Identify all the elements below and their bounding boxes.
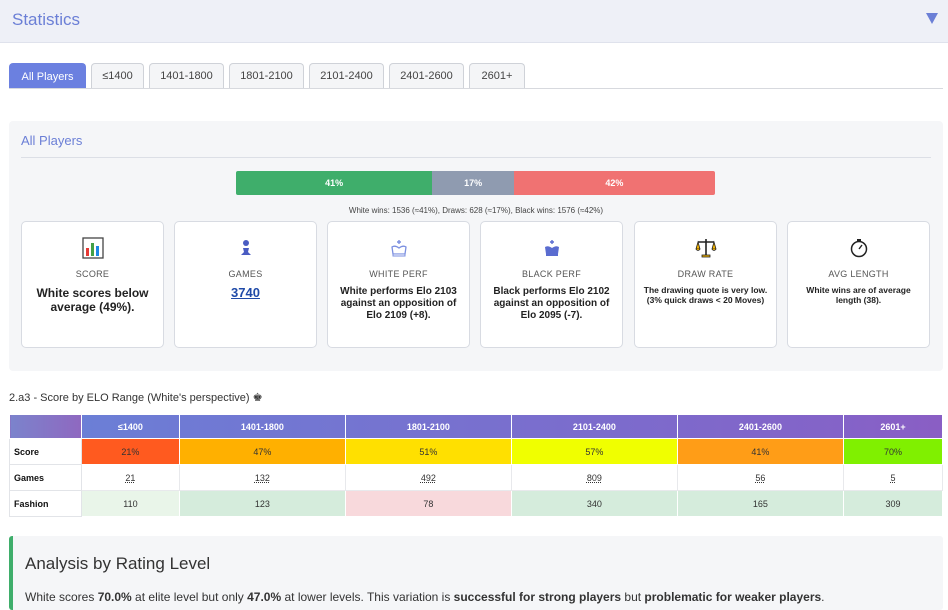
column-header: ≤1400 xyxy=(81,414,180,439)
games-cell[interactable]: 56 xyxy=(676,464,844,491)
elo-range-tabs: All Players ≤1400 1401-1800 1801-2100 2101-2… xyxy=(9,63,530,89)
table-row-score: Score 21% 47% 51% 57% 41% 70% xyxy=(9,438,944,465)
black-perf-card: BLACK PERF Black performs Elo 2102 again… xyxy=(480,221,623,348)
analysis-fragment: at elite level but only xyxy=(131,590,248,604)
analysis-highlight: 70.0% xyxy=(97,590,132,604)
section-divider xyxy=(21,157,931,158)
table-header-row: ≤1400 1401-1800 1801-2100 2101-2400 2401… xyxy=(9,414,944,439)
table-row-fashion: Fashion 110 123 78 340 165 309 xyxy=(9,490,944,517)
score-cell: 47% xyxy=(178,438,346,465)
score-cell: 70% xyxy=(842,438,944,465)
tab-1801-2100[interactable]: 1801-2100 xyxy=(229,63,304,88)
table-corner-cell xyxy=(9,414,82,439)
elo-table-title: 2.a3 - Score by ELO Range (White's persp… xyxy=(9,392,263,404)
games-count[interactable]: 56 xyxy=(755,472,766,483)
games-count[interactable]: 5 xyxy=(890,472,896,483)
score-cell: 21% xyxy=(81,438,180,465)
analysis-box: Analysis by Rating Level White scores 70… xyxy=(9,536,943,610)
statistics-title: Statistics xyxy=(12,10,81,29)
white-perf-value: White performs Elo 2103 against an oppos… xyxy=(340,286,457,321)
white-king-icon xyxy=(328,236,469,260)
collapse-arrow-icon[interactable] xyxy=(926,13,938,24)
games-count[interactable]: 809 xyxy=(586,472,602,483)
analysis-highlight: successful for strong players xyxy=(453,590,622,604)
tab-2401-2600[interactable]: 2401-2600 xyxy=(389,63,464,88)
black-perf-label: BLACK PERF xyxy=(521,269,582,279)
games-cell[interactable]: 809 xyxy=(510,464,678,491)
analysis-fragment: White scores xyxy=(25,590,98,604)
row-label: Games xyxy=(9,464,82,491)
analysis-highlight: problematic for weaker players xyxy=(644,590,822,604)
draw-rate-card: DRAW RATE The drawing quote is very low.… xyxy=(634,221,777,348)
games-label: GAMES xyxy=(228,269,263,279)
section-title: All Players xyxy=(21,133,83,148)
summary-panel: All Players 41% 17% 42% White wins: 1536… xyxy=(9,121,943,371)
white-perf-card: WHITE PERF White performs Elo 2103 again… xyxy=(327,221,470,348)
black-wins-segment: 42% xyxy=(513,171,715,195)
elo-range-table: ≤1400 1401-1800 1801-2100 2101-2400 2401… xyxy=(9,414,944,517)
tab-2601[interactable]: 2601+ xyxy=(469,63,525,88)
stopwatch-icon xyxy=(788,236,929,260)
row-label: Score xyxy=(9,438,82,465)
games-cell[interactable]: 492 xyxy=(344,464,512,491)
avg-length-card: AVG LENGTH White wins are of average len… xyxy=(787,221,930,348)
black-king-icon xyxy=(481,236,622,260)
result-distribution-bar: 41% 17% 42% xyxy=(236,171,715,195)
tab-1401-1800[interactable]: 1401-1800 xyxy=(149,63,224,88)
white-wins-segment: 41% xyxy=(236,171,433,195)
tab-1400[interactable]: ≤1400 xyxy=(91,63,144,88)
games-count[interactable]: 21 xyxy=(125,472,136,483)
column-header: 1801-2100 xyxy=(344,414,512,439)
fashion-cell: 110 xyxy=(81,490,180,517)
tab-all-players[interactable]: All Players xyxy=(9,63,86,89)
statistics-header[interactable]: Statistics xyxy=(0,0,948,43)
scales-icon xyxy=(635,236,776,260)
tab-2101-2400[interactable]: 2101-2400 xyxy=(309,63,384,88)
avg-length-label: AVG LENGTH xyxy=(828,269,889,279)
fashion-cell: 340 xyxy=(510,490,678,517)
games-card: GAMES 3740 xyxy=(174,221,317,348)
games-cell[interactable]: 5 xyxy=(842,464,944,491)
fashion-cell: 78 xyxy=(344,490,512,517)
analysis-title: Analysis by Rating Level xyxy=(25,554,211,573)
draw-rate-value: The drawing quote is very low. (3% quick… xyxy=(643,285,768,305)
games-count[interactable]: 132 xyxy=(254,472,270,483)
analysis-fragment: . xyxy=(821,590,825,604)
column-header: 2101-2400 xyxy=(510,414,678,439)
games-cell[interactable]: 132 xyxy=(178,464,346,491)
fashion-cell: 309 xyxy=(842,490,944,517)
score-card: SCORE White scores below average (49%). xyxy=(21,221,164,348)
score-cell: 51% xyxy=(344,438,512,465)
analysis-highlight: 47.0% xyxy=(247,590,282,604)
column-header: 1401-1800 xyxy=(178,414,346,439)
column-header: 2401-2600 xyxy=(676,414,844,439)
result-caption: White wins: 1536 (≈41%), Draws: 628 (≈17… xyxy=(348,206,604,215)
black-perf-value: Black performs Elo 2102 against an oppos… xyxy=(493,286,610,321)
draws-segment: 17% xyxy=(432,171,514,195)
analysis-fragment: but xyxy=(621,590,645,604)
score-cell: 41% xyxy=(676,438,844,465)
games-count[interactable]: 492 xyxy=(420,472,436,483)
row-label: Fashion xyxy=(9,490,82,517)
fashion-cell: 165 xyxy=(676,490,844,517)
table-row-games: Games 21 132 492 809 56 5 xyxy=(9,464,944,491)
score-cell: 57% xyxy=(510,438,678,465)
fashion-cell: 123 xyxy=(178,490,346,517)
bar-chart-icon xyxy=(22,236,163,260)
score-value: White scores below average (49%). xyxy=(36,286,149,314)
column-header: 2601+ xyxy=(842,414,944,439)
analysis-fragment: at lower levels. This variation is xyxy=(281,590,454,604)
games-cell[interactable]: 21 xyxy=(81,464,180,491)
analysis-text: White scores 70.0% at elite level but on… xyxy=(25,590,825,604)
white-perf-label: WHITE PERF xyxy=(369,269,428,279)
games-count-link[interactable]: 3740 xyxy=(231,285,260,300)
tabs-divider xyxy=(9,88,943,89)
score-label: SCORE xyxy=(75,269,110,279)
chess-pawn-icon xyxy=(175,236,316,260)
avg-length-value: White wins are of average length (38). xyxy=(806,285,911,305)
draw-rate-label: DRAW RATE xyxy=(677,269,734,279)
